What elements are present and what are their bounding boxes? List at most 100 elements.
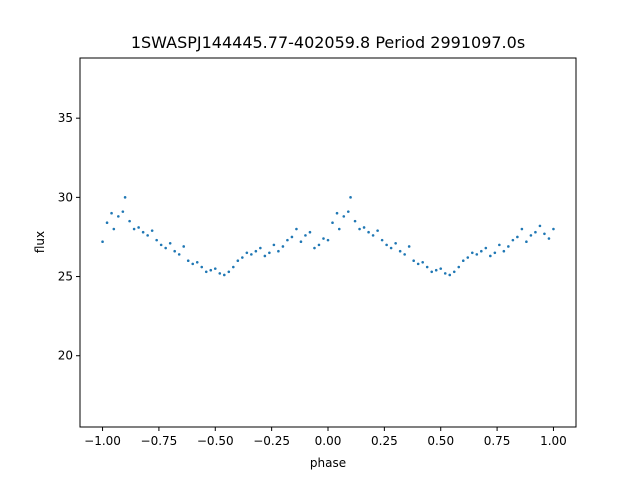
data-point (250, 253, 253, 256)
x-tick-label: −0.75 (141, 434, 178, 448)
data-point (322, 237, 325, 240)
data-point (452, 270, 456, 274)
data-point (105, 221, 109, 224)
data-point (313, 246, 316, 250)
x-tick-label: −1.00 (84, 434, 121, 448)
data-point (520, 227, 524, 231)
x-tick-label: 0.50 (427, 434, 454, 448)
data-point (398, 249, 402, 253)
data-point (430, 270, 434, 274)
data-point (439, 267, 443, 270)
data-point (281, 245, 285, 248)
data-point (222, 273, 226, 277)
y-axis: 20 25 30 35 (58, 111, 80, 363)
data-point (268, 251, 271, 255)
data-point (173, 249, 176, 253)
data-point (335, 211, 339, 215)
data-point (346, 210, 350, 213)
data-point (331, 221, 334, 224)
data-point (367, 230, 370, 234)
x-axis: −1.00 −0.75 −0.50 −0.25 0.00 0.25 0.50 0.75 1.00 (84, 427, 567, 448)
x-tick-label: 0.75 (484, 434, 511, 448)
data-point (232, 265, 235, 269)
data-point (416, 262, 420, 266)
data-point (304, 234, 307, 237)
y-tick-label: 25 (58, 270, 73, 284)
data-point (529, 234, 533, 237)
data-point (371, 234, 375, 237)
x-tick-label: 0.00 (315, 434, 342, 448)
data-point (434, 268, 438, 272)
y-axis-label: flux (33, 231, 47, 253)
data-point (525, 240, 528, 244)
data-point (295, 227, 298, 231)
data-points (101, 196, 555, 277)
data-point (552, 227, 555, 231)
data-point (191, 262, 195, 266)
data-point (204, 270, 208, 274)
x-tick-label: −0.50 (197, 434, 234, 448)
data-point (538, 224, 542, 228)
data-point (195, 261, 199, 264)
data-point (186, 259, 190, 263)
data-point (317, 243, 321, 247)
data-point (376, 229, 379, 232)
data-point (112, 227, 116, 231)
data-point (389, 246, 393, 250)
data-point (394, 241, 397, 245)
data-point (132, 227, 136, 231)
data-point (146, 234, 149, 237)
data-point (466, 256, 470, 259)
data-point (290, 235, 294, 239)
data-point (498, 243, 501, 247)
data-point (168, 241, 172, 245)
data-point (362, 226, 366, 229)
data-point (358, 227, 361, 231)
data-point (101, 240, 104, 244)
data-point (511, 238, 515, 242)
data-point (547, 237, 551, 240)
data-point (502, 249, 506, 253)
data-point (164, 246, 167, 250)
data-point (470, 251, 474, 255)
data-point (150, 229, 154, 232)
data-point (457, 265, 461, 269)
data-point (272, 243, 276, 247)
data-point (337, 227, 341, 231)
data-point (128, 219, 131, 223)
data-point (543, 232, 546, 236)
data-point (412, 259, 415, 263)
data-point (286, 238, 289, 242)
data-point (137, 226, 140, 229)
data-point (299, 240, 303, 244)
data-point (461, 259, 465, 263)
data-point (213, 267, 217, 270)
data-point (123, 196, 127, 199)
data-point (425, 265, 429, 269)
data-point (403, 253, 406, 256)
data-point (254, 249, 258, 253)
data-point (349, 196, 352, 199)
data-point (155, 238, 158, 242)
data-point (421, 261, 424, 264)
data-point (353, 219, 357, 223)
data-point (342, 215, 346, 218)
plot-frame (79, 57, 577, 428)
data-point (117, 215, 120, 218)
x-tick-label: 0.25 (371, 434, 398, 448)
data-point (326, 238, 330, 242)
data-point (480, 249, 483, 253)
data-point (241, 256, 244, 259)
data-point (380, 238, 384, 242)
data-point (308, 230, 312, 234)
y-tick-label: 30 (58, 190, 73, 204)
x-tick-label: −0.25 (253, 434, 290, 448)
chart-title: 1SWASPJ144445.77-402059.8 Period 2991097… (131, 33, 525, 52)
data-point (121, 210, 125, 213)
x-axis-label: phase (310, 456, 346, 470)
y-tick-label: 35 (58, 111, 73, 125)
data-point (218, 272, 222, 275)
data-point (110, 211, 113, 215)
data-point (141, 230, 145, 234)
